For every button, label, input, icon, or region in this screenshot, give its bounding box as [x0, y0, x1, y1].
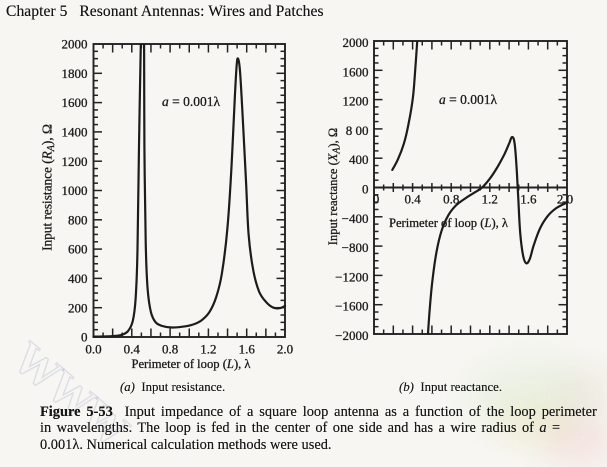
svg-text:0: 0	[373, 192, 380, 207]
svg-text:−1600: −1600	[335, 299, 368, 314]
svg-text:0: 0	[81, 330, 88, 345]
svg-text:0: 0	[362, 182, 369, 197]
svg-text:Input reactance (XA), Ω: Input reactance (XA), Ω	[326, 128, 343, 245]
svg-text:2.0: 2.0	[557, 192, 573, 207]
svg-text:a = 0.001λ: a = 0.001λ	[162, 94, 220, 109]
svg-text:2.0: 2.0	[277, 342, 293, 357]
svg-text:2000: 2000	[62, 37, 88, 52]
svg-text:Perimeter of loop (L), λ: Perimeter of loop (L), λ	[131, 357, 251, 371]
svg-text:−2000: −2000	[335, 328, 368, 343]
svg-text:800: 800	[68, 212, 88, 227]
svg-text:1600: 1600	[62, 95, 88, 110]
svg-text:2000: 2000	[343, 35, 369, 50]
svg-text:1.2: 1.2	[482, 192, 498, 207]
svg-text:1.6: 1.6	[239, 342, 256, 357]
svg-text:a = 0.001λ: a = 0.001λ	[439, 92, 497, 107]
svg-text:1800: 1800	[62, 66, 88, 81]
svg-text:8 00: 8 00	[346, 123, 369, 138]
svg-text:−1200: −1200	[335, 269, 368, 284]
svg-text:0.0: 0.0	[85, 342, 101, 357]
svg-text:−800: −800	[342, 240, 369, 255]
svg-text:1.2: 1.2	[200, 342, 216, 357]
svg-text:1200: 1200	[343, 94, 369, 109]
svg-text:0.4: 0.4	[404, 192, 421, 207]
svg-text:600: 600	[68, 242, 88, 257]
svg-text:200: 200	[68, 300, 88, 315]
svg-text:−400: −400	[342, 211, 369, 226]
svg-text:1000: 1000	[62, 183, 88, 198]
svg-text:1400: 1400	[62, 125, 88, 140]
svg-text:1600: 1600	[343, 64, 369, 79]
svg-text:0.8: 0.8	[162, 342, 178, 357]
svg-text:0.8: 0.8	[443, 192, 459, 207]
svg-text:400: 400	[68, 271, 88, 286]
svg-text:1.6: 1.6	[520, 192, 537, 207]
svg-text:400: 400	[349, 152, 369, 167]
svg-text:Input resistance (RA), Ω: Input resistance (RA), Ω	[40, 124, 58, 251]
svg-text:Perimeter of loop (L), λ: Perimeter of loop (L), λ	[389, 216, 509, 230]
svg-text:1200: 1200	[62, 154, 88, 169]
svg-text:0.4: 0.4	[124, 342, 141, 357]
